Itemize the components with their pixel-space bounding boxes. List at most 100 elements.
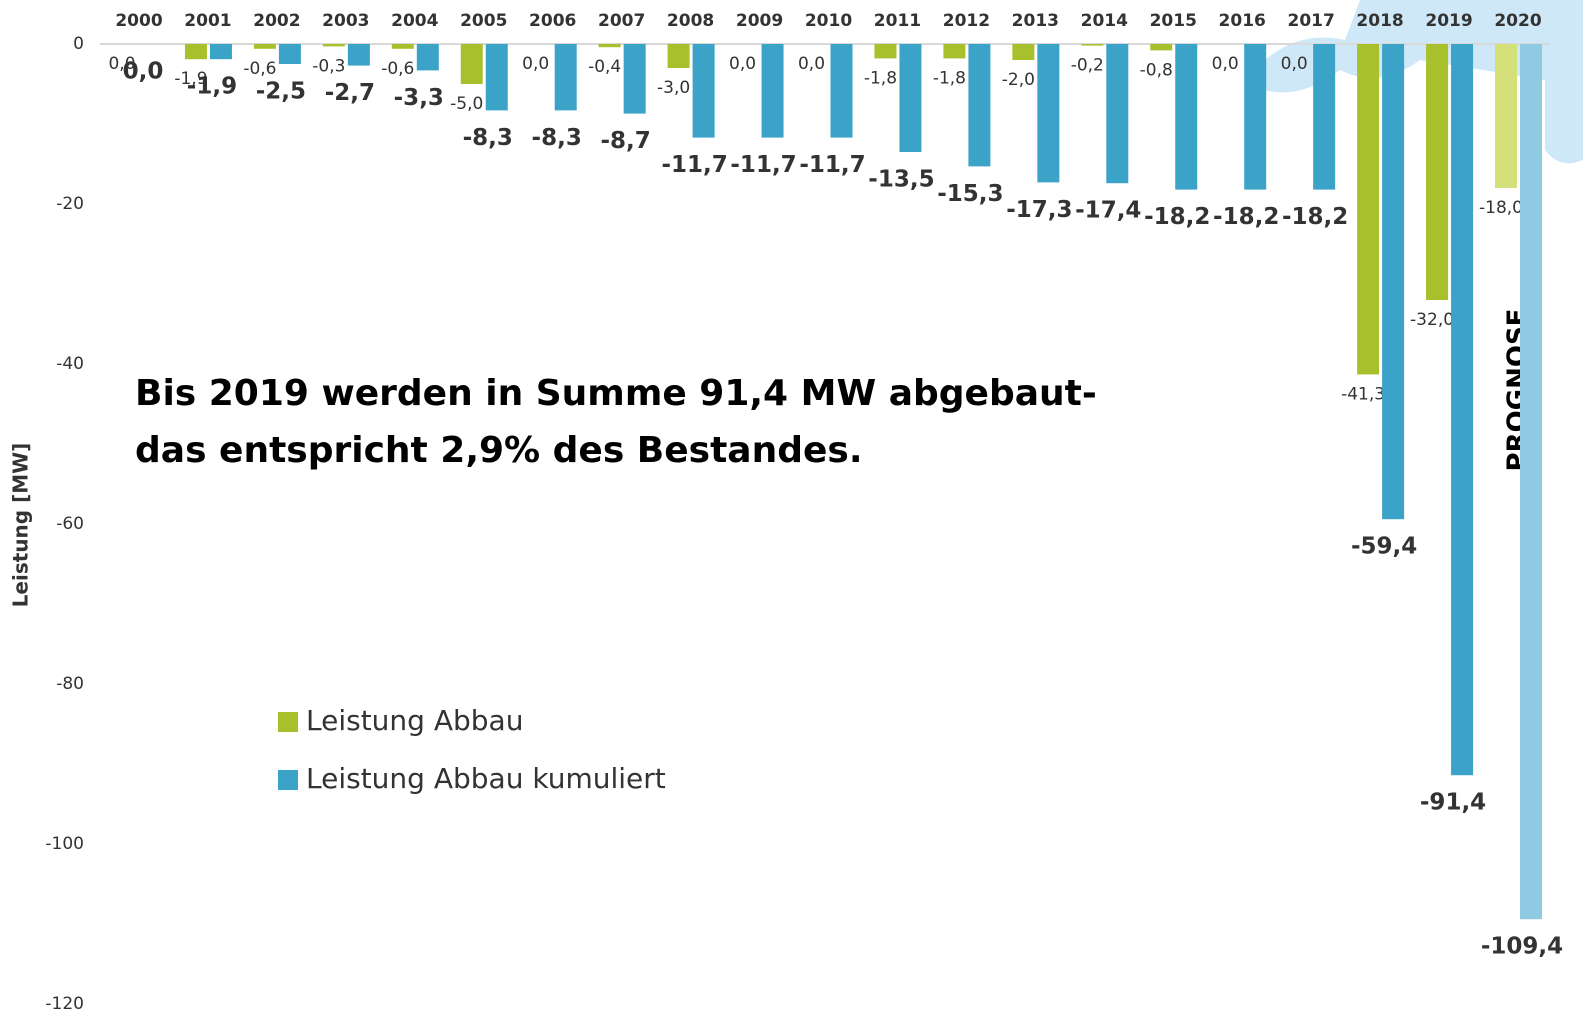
bar [623, 44, 646, 114]
value-label: -3,3 [394, 85, 444, 111]
y-tick-label: -120 [45, 994, 84, 1014]
x-tick-label: 2007 [598, 11, 645, 31]
bar [1175, 44, 1198, 190]
x-tick-label: 2009 [736, 11, 783, 31]
value-label: -13,5 [868, 167, 934, 193]
value-label: -0,4 [588, 57, 621, 77]
x-tick-label: 2016 [1219, 11, 1266, 31]
bar [416, 44, 439, 71]
bar [554, 44, 577, 111]
bar [1495, 44, 1517, 188]
legend-swatch [278, 770, 298, 790]
x-tick-label: 2013 [1012, 11, 1059, 31]
bar [830, 44, 853, 138]
value-label: -11,7 [730, 152, 796, 178]
x-tick-label: 2008 [667, 11, 714, 31]
value-label: -1,8 [864, 68, 897, 88]
bar [1081, 44, 1104, 46]
x-tick-label: 2001 [184, 11, 231, 31]
value-label: 0,0 [1212, 54, 1239, 74]
value-label: -11,7 [661, 152, 727, 178]
bar [1357, 44, 1380, 375]
legend-label: Leistung Abbau [306, 704, 523, 737]
x-tick-label: 2000 [115, 11, 162, 31]
bar [943, 44, 966, 59]
value-label: -8,3 [463, 125, 513, 151]
map-background [1265, 0, 1583, 164]
value-label: -1,9 [174, 69, 207, 89]
y-tick-label: -20 [56, 194, 84, 214]
bar [1244, 44, 1267, 190]
x-tick-label: 2003 [322, 11, 369, 31]
value-label: -2,5 [256, 79, 306, 105]
value-label: -1,8 [933, 68, 966, 88]
x-tick-label: 2019 [1425, 11, 1472, 31]
value-label: -2,7 [325, 80, 375, 106]
x-tick-label: 2020 [1494, 11, 1541, 31]
bar [1150, 44, 1173, 51]
x-tick-label: 2014 [1081, 11, 1128, 31]
bar [1106, 44, 1129, 184]
x-tick-label: 2012 [943, 11, 990, 31]
y-tick-label: -60 [56, 514, 84, 534]
bar [1012, 44, 1035, 60]
y-tick-label: 0 [73, 34, 84, 54]
y-tick-label: -100 [45, 834, 84, 854]
value-label: 0,0 [522, 54, 549, 74]
value-label: -18,0 [1479, 198, 1523, 218]
value-label: -5,0 [450, 94, 483, 114]
bar [899, 44, 922, 152]
bar [1382, 44, 1405, 520]
x-tick-label: 2006 [529, 11, 576, 31]
bar [184, 44, 207, 60]
value-label: 0,0 [123, 59, 164, 85]
annotation: Bis 2019 werden in Summe 91,4 MW abgebau… [135, 373, 1097, 414]
bar [253, 44, 276, 49]
value-label: -18,2 [1282, 204, 1348, 230]
value-label: -0,2 [1071, 56, 1104, 76]
value-label: -2,0 [1002, 70, 1035, 90]
y-tick-label: -80 [56, 674, 84, 694]
x-tick-label: 2015 [1150, 11, 1197, 31]
value-label: -1,9 [187, 74, 237, 100]
x-tick-label: 2018 [1356, 11, 1403, 31]
value-label: -0,6 [243, 59, 276, 79]
value-label: 0,0 [798, 54, 825, 74]
value-label: -15,3 [937, 181, 1003, 207]
y-axis-label: Leistung [MW] [9, 443, 33, 608]
x-tick-label: 2011 [874, 11, 921, 31]
bar [209, 44, 232, 60]
bar [347, 44, 370, 66]
x-tick-label: 2017 [1287, 11, 1334, 31]
value-label: -17,4 [1075, 198, 1141, 224]
value-label: -8,3 [532, 125, 582, 151]
bar [391, 44, 414, 49]
legend-label: Leistung Abbau kumuliert [306, 762, 666, 795]
x-tick-label: 2005 [460, 11, 507, 31]
value-label: -0,3 [312, 56, 345, 76]
bar [322, 44, 345, 47]
value-label: -109,4 [1481, 934, 1563, 960]
value-label: -0,8 [1140, 60, 1173, 80]
legend-swatch [278, 712, 298, 732]
value-label: 0,0 [729, 54, 756, 74]
bar [485, 44, 508, 111]
x-tick-label: 2002 [253, 11, 300, 31]
bar [1520, 44, 1542, 920]
value-label: -8,7 [601, 128, 651, 154]
value-label: -17,3 [1006, 197, 1072, 223]
x-tick-label: 2010 [805, 11, 852, 31]
value-label: -91,4 [1420, 790, 1486, 816]
value-label: -59,4 [1351, 534, 1417, 560]
value-label: -11,7 [799, 152, 865, 178]
value-label: -18,2 [1213, 204, 1279, 230]
x-tick-label: 2004 [391, 11, 438, 31]
bar [692, 44, 715, 138]
value-label: 0,0 [1281, 54, 1308, 74]
bar [1037, 44, 1060, 183]
y-tick-label: -40 [56, 354, 84, 374]
bar [761, 44, 784, 138]
bar [460, 44, 483, 84]
